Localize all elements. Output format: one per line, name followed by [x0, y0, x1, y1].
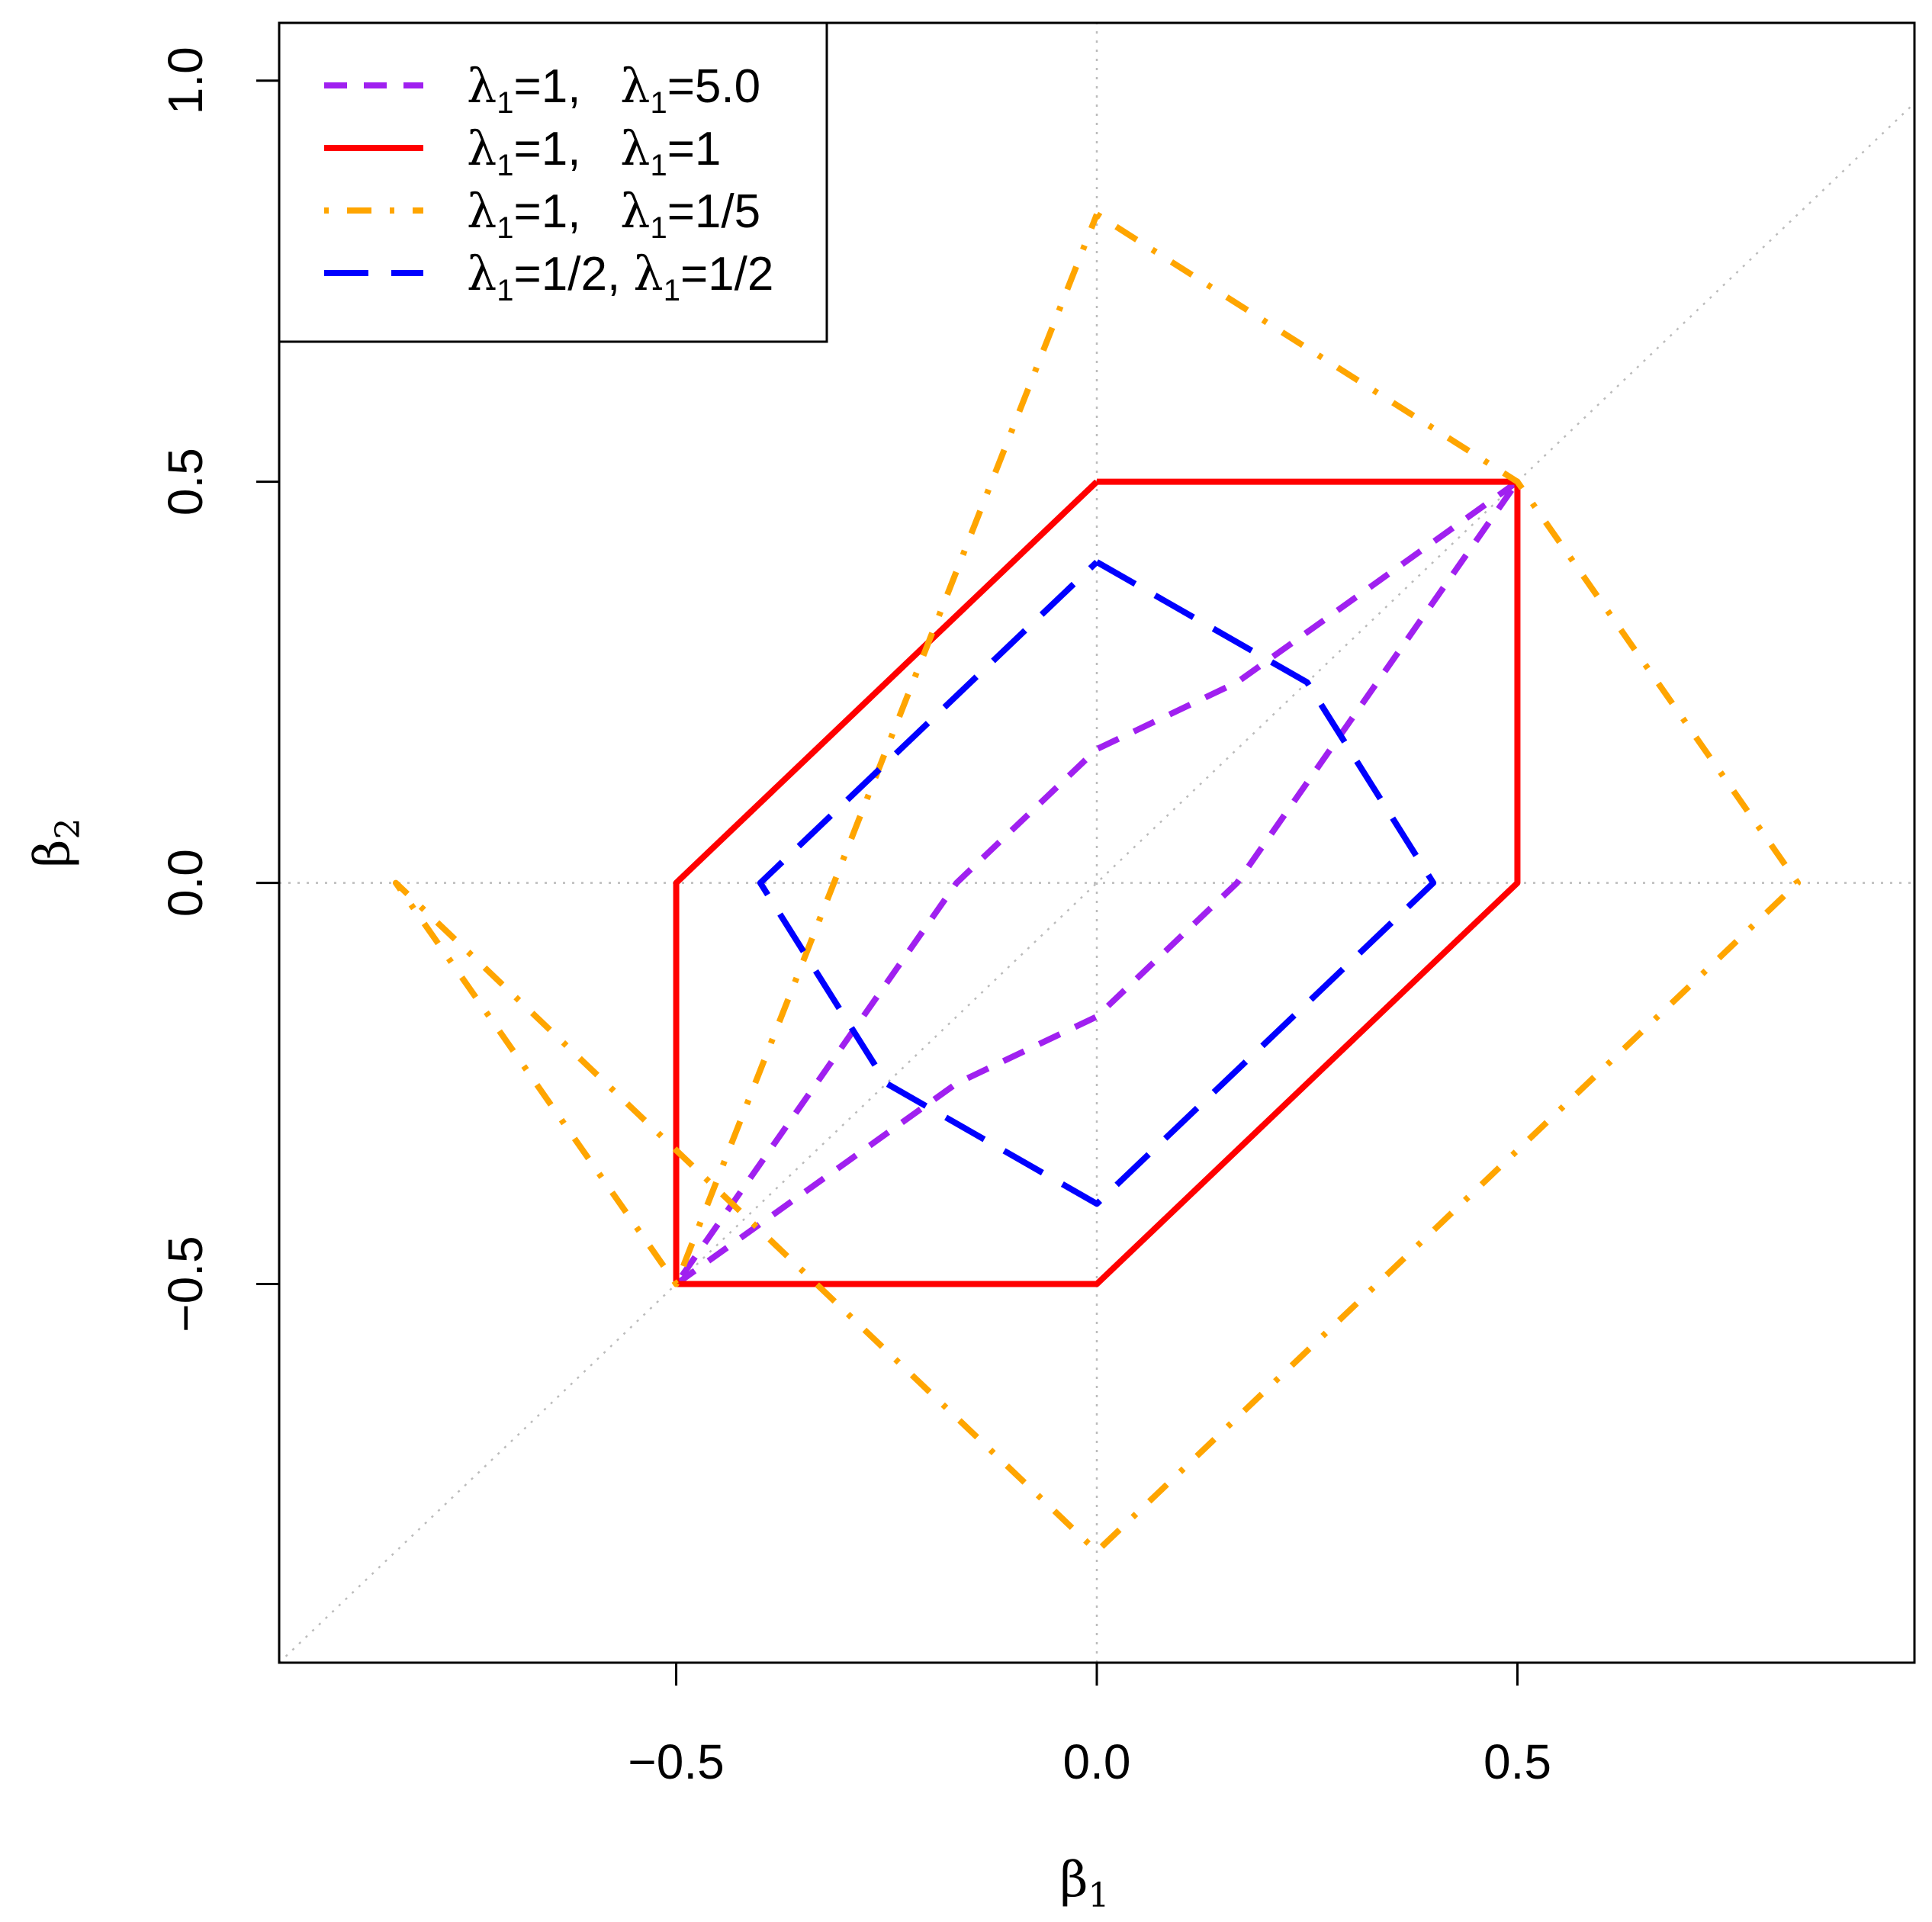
legend-label-4: λ1=1/2, λ1=1/2 — [467, 246, 773, 307]
reference-line-diagonal — [278, 102, 1915, 1663]
legend: λ1=1, λ1=5.0λ1=1, λ1=1λ1=1, λ1=1/5λ1=1/2… — [278, 21, 828, 343]
legend-label-2: λ1=1, λ1=1 — [467, 121, 721, 182]
y-axis-title: β2 — [24, 818, 88, 868]
legend-value: =1, — [514, 123, 621, 175]
legend-symbol: λ — [633, 246, 663, 301]
legend-subscript: 1 — [497, 86, 513, 120]
x-tick-label: −0.5 — [628, 1734, 724, 1789]
legend-label-1: λ1=1, λ1=5.0 — [467, 58, 760, 120]
x-axis-title-subscript: 1 — [1088, 1876, 1110, 1915]
y-tick-label: −0.5 — [158, 1236, 213, 1332]
legend-symbol: λ — [467, 121, 497, 176]
legend-subscript: 1 — [650, 149, 667, 182]
legend-entries: λ1=1, λ1=5.0λ1=1, λ1=1λ1=1, λ1=1/5λ1=1/2… — [324, 58, 773, 307]
y-tick-label: 1.0 — [158, 47, 213, 114]
x-tick-label: 0.0 — [1063, 1734, 1131, 1789]
legend-subscript: 1 — [497, 149, 513, 182]
y-axis-title-symbol: β — [24, 840, 81, 868]
legend-subscript: 1 — [497, 274, 513, 307]
legend-label-3: λ1=1, λ1=1/5 — [467, 183, 760, 245]
legend-value: =1/2, — [514, 248, 634, 301]
x-axis-title: β1 — [1060, 1852, 1110, 1915]
legend-value: =1, — [514, 60, 621, 113]
y-tick-label: 0.0 — [158, 849, 213, 917]
legend-subscript: 1 — [650, 211, 667, 245]
legend-value: =1 — [667, 123, 722, 175]
reference-lines — [278, 23, 1915, 1663]
legend-subscript: 1 — [650, 86, 667, 120]
series-4-path-1 — [757, 559, 1437, 1207]
legend-symbol: λ — [620, 121, 650, 176]
series-layer — [392, 211, 1802, 1555]
legend-symbol: λ — [467, 246, 497, 301]
legend-box — [278, 21, 828, 343]
legend-symbol: λ — [620, 58, 650, 114]
legend-value: =5.0 — [667, 60, 760, 113]
axis-titles: β1 β2 — [24, 818, 1110, 1916]
legend-value: =1/2 — [680, 248, 773, 301]
x-axis-title-symbol: β — [1060, 1852, 1088, 1908]
x-axis: −0.5 0.0 0.5 — [628, 1661, 1551, 1789]
legend-value: =1, — [514, 185, 621, 238]
legend-value: =1/5 — [667, 185, 760, 238]
y-axis: −0.5 0.0 0.5 1.0 — [158, 47, 281, 1332]
legend-symbol: λ — [467, 183, 497, 239]
y-tick-label: 0.5 — [158, 448, 213, 516]
series-3-path-1 — [392, 211, 1802, 1555]
legend-subscript: 1 — [497, 211, 513, 245]
x-tick-label: 0.5 — [1484, 1734, 1551, 1789]
legend-symbol: λ — [620, 183, 650, 239]
legend-subscript: 1 — [664, 274, 680, 307]
legend-symbol: λ — [467, 58, 497, 114]
y-axis-title-subscript: 2 — [49, 818, 88, 840]
